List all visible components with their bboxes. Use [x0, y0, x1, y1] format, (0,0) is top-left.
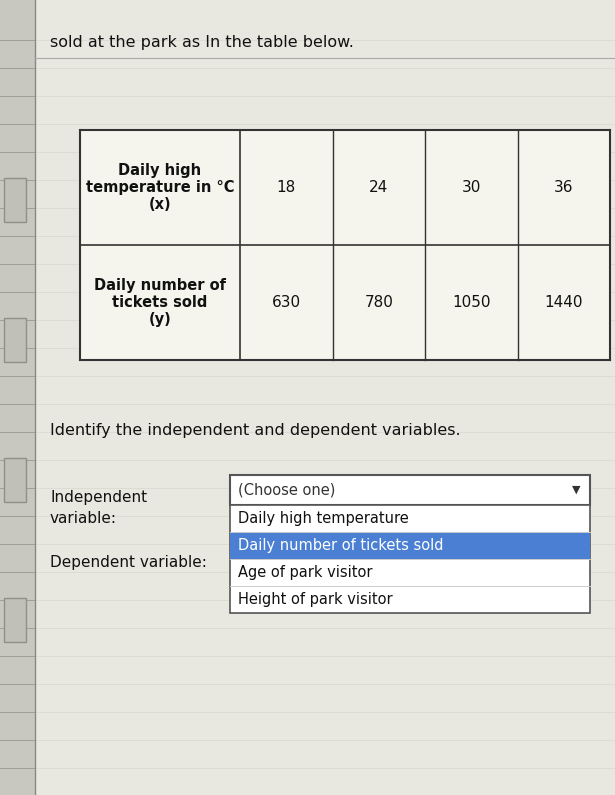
Text: Independent
variable:: Independent variable:: [50, 490, 147, 526]
Text: 1050: 1050: [452, 295, 491, 310]
Text: Height of park visitor: Height of park visitor: [238, 592, 392, 607]
Text: Daily high
temperature in °C
(x): Daily high temperature in °C (x): [85, 163, 234, 212]
Text: sold at the park as In the table below.: sold at the park as In the table below.: [50, 34, 354, 49]
Bar: [4, 178, 26, 222]
Text: 36: 36: [554, 180, 574, 195]
Text: 30: 30: [462, 180, 481, 195]
Text: Daily high temperature: Daily high temperature: [238, 511, 409, 526]
Text: Daily number of tickets sold: Daily number of tickets sold: [238, 538, 443, 553]
Bar: [230, 532, 590, 559]
Text: Identify the independent and dependent variables.: Identify the independent and dependent v…: [50, 422, 461, 437]
Bar: [230, 505, 590, 613]
Text: 780: 780: [364, 295, 393, 310]
Text: 18: 18: [277, 180, 296, 195]
Text: 1440: 1440: [544, 295, 583, 310]
Text: (Choose one): (Choose one): [238, 483, 335, 498]
Bar: [4, 458, 26, 502]
Text: Daily number of
tickets sold
(y): Daily number of tickets sold (y): [94, 277, 226, 328]
Bar: [230, 475, 590, 505]
Text: 24: 24: [369, 180, 389, 195]
Bar: [80, 130, 610, 360]
Text: Age of park visitor: Age of park visitor: [238, 565, 373, 580]
Bar: [4, 318, 26, 362]
Bar: [4, 598, 26, 642]
Text: ▼: ▼: [572, 485, 580, 495]
Text: Dependent variable:: Dependent variable:: [50, 555, 207, 570]
Text: 630: 630: [272, 295, 301, 310]
